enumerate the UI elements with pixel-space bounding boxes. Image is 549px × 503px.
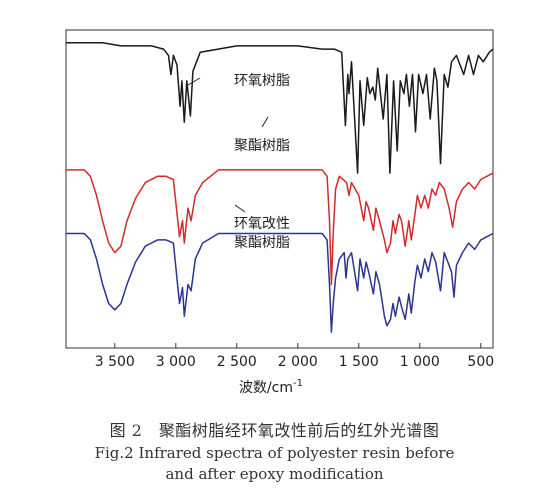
series-label-polyester-text: 聚酯树脂 — [234, 138, 290, 154]
figure-caption-english-line1: Fig.2 Infrared spectra of polyester resi… — [94, 444, 455, 462]
series-line-modified — [66, 232, 494, 333]
series-line-epoxy — [66, 41, 494, 174]
leader-line-modified — [234, 204, 246, 213]
x-tick-label: 3 000 — [156, 354, 196, 370]
series-label-modified-line: 聚酯树脂 — [234, 235, 290, 251]
figure-caption-english-line2: and after epoxy modification — [165, 465, 384, 483]
series-label-modified: 环氧改性聚酯树脂 — [234, 204, 290, 251]
plot-frame — [65, 29, 494, 349]
series-label-epoxy-text: 环氧树脂 — [234, 73, 290, 89]
series-label-polyester: 聚酯树脂 — [234, 116, 290, 154]
figure-caption-chinese: 图 2 聚酯树脂经环氧改性前后的红外光谱图 — [109, 421, 440, 440]
x-axis-title-text: 波数/cm — [239, 380, 293, 396]
leader-line-epoxy — [187, 77, 201, 86]
x-tick-label: 2 000 — [278, 354, 318, 370]
x-tick-label: 1 000 — [400, 354, 440, 370]
leader-line-polyester — [261, 116, 269, 128]
series-label-modified-line: 环氧改性 — [234, 216, 290, 232]
x-tick-label: 3 500 — [95, 354, 135, 370]
x-tick-label: 500 — [467, 354, 494, 370]
x-axis-title: 波数/cm-1 — [239, 378, 303, 396]
series-label-epoxy: 环氧树脂 — [187, 73, 290, 89]
series-label-modified-text: 环氧改性聚酯树脂 — [234, 216, 290, 251]
x-tick-label: 1 500 — [339, 354, 379, 370]
ir-spectra-chart: 3 500 3 000 2 500 2 000 1 500 1 000 500 波数/cm-… — [65, 29, 494, 396]
x-tick-label: 2 500 — [217, 354, 257, 370]
series-line-polyester — [66, 169, 494, 286]
x-axis-ticks — [114, 343, 482, 348]
x-axis-tick-labels: 3 500 3 000 2 500 2 000 1 500 1 000 500 — [95, 354, 494, 370]
spectra-lines — [66, 41, 494, 333]
